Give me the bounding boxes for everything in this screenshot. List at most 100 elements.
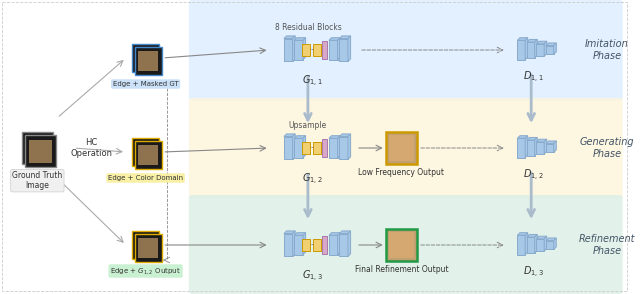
FancyBboxPatch shape [189, 98, 623, 199]
Polygon shape [284, 36, 295, 39]
FancyBboxPatch shape [138, 238, 158, 258]
FancyBboxPatch shape [314, 44, 321, 56]
Polygon shape [294, 136, 305, 138]
Text: HC
Operation: HC Operation [70, 138, 113, 158]
Polygon shape [544, 236, 547, 251]
Polygon shape [554, 141, 556, 152]
FancyBboxPatch shape [302, 239, 310, 251]
Polygon shape [536, 139, 547, 142]
Text: Ground Truth
Image: Ground Truth Image [12, 171, 63, 191]
FancyBboxPatch shape [386, 132, 417, 164]
Polygon shape [339, 36, 351, 39]
Polygon shape [292, 134, 295, 159]
Polygon shape [546, 141, 556, 143]
Polygon shape [329, 40, 338, 60]
FancyBboxPatch shape [386, 229, 417, 261]
Polygon shape [534, 234, 537, 253]
FancyBboxPatch shape [132, 231, 159, 259]
Text: Final Refinement Output: Final Refinement Output [355, 265, 448, 274]
Polygon shape [284, 233, 292, 256]
Polygon shape [329, 136, 340, 138]
Polygon shape [329, 235, 338, 255]
Polygon shape [338, 38, 340, 60]
FancyBboxPatch shape [25, 136, 56, 167]
Polygon shape [527, 140, 534, 156]
Text: Upsample: Upsample [289, 121, 327, 129]
Polygon shape [303, 233, 305, 255]
FancyBboxPatch shape [132, 138, 159, 166]
Polygon shape [525, 136, 528, 158]
Polygon shape [517, 233, 528, 235]
FancyBboxPatch shape [138, 51, 158, 71]
Text: $G_{1,3}$: $G_{1,3}$ [302, 269, 323, 284]
Polygon shape [527, 237, 534, 253]
Polygon shape [544, 41, 547, 56]
Polygon shape [534, 137, 537, 156]
Text: $G_{1,1}$: $G_{1,1}$ [302, 74, 323, 89]
Text: $G_{1,2}$: $G_{1,2}$ [302, 172, 323, 187]
Polygon shape [284, 231, 295, 233]
FancyBboxPatch shape [26, 136, 49, 160]
FancyBboxPatch shape [302, 44, 310, 56]
Polygon shape [294, 38, 305, 40]
FancyBboxPatch shape [388, 232, 414, 258]
Text: Refinement
Phase: Refinement Phase [579, 234, 635, 256]
Text: Edge + Color Domain: Edge + Color Domain [108, 175, 183, 181]
FancyBboxPatch shape [29, 140, 52, 163]
Polygon shape [527, 42, 534, 58]
FancyBboxPatch shape [322, 236, 327, 254]
Polygon shape [329, 38, 340, 40]
Polygon shape [536, 236, 547, 239]
Polygon shape [527, 234, 537, 237]
FancyBboxPatch shape [314, 142, 321, 154]
Polygon shape [294, 235, 303, 255]
FancyBboxPatch shape [302, 142, 310, 154]
Polygon shape [329, 233, 340, 235]
Polygon shape [536, 41, 547, 44]
Polygon shape [527, 39, 537, 42]
Polygon shape [339, 231, 351, 233]
Text: Generating
Phase: Generating Phase [580, 137, 634, 159]
Polygon shape [546, 240, 554, 249]
Polygon shape [525, 38, 528, 60]
Text: $D_{1,3}$: $D_{1,3}$ [523, 265, 544, 280]
FancyBboxPatch shape [189, 0, 623, 101]
FancyBboxPatch shape [135, 141, 162, 168]
Text: $D_{1,2}$: $D_{1,2}$ [523, 168, 543, 183]
Polygon shape [554, 43, 556, 54]
Polygon shape [517, 136, 528, 138]
Polygon shape [303, 136, 305, 158]
Text: Edge + $G_{1,2}$ Output: Edge + $G_{1,2}$ Output [110, 266, 181, 276]
Polygon shape [546, 46, 554, 54]
Polygon shape [517, 138, 525, 158]
Text: -: - [310, 240, 313, 250]
Polygon shape [294, 40, 303, 60]
Text: -: - [310, 143, 313, 153]
Text: Imitation
Phase: Imitation Phase [585, 39, 629, 61]
Polygon shape [544, 139, 547, 154]
Polygon shape [348, 231, 351, 256]
Polygon shape [339, 39, 348, 61]
FancyBboxPatch shape [22, 132, 53, 164]
Polygon shape [536, 44, 544, 56]
Polygon shape [534, 39, 537, 58]
FancyBboxPatch shape [322, 139, 327, 157]
Polygon shape [292, 231, 295, 256]
Polygon shape [339, 233, 348, 256]
Polygon shape [294, 138, 303, 158]
Polygon shape [546, 43, 556, 46]
FancyBboxPatch shape [138, 145, 158, 165]
Polygon shape [517, 38, 528, 40]
Polygon shape [536, 239, 544, 251]
FancyBboxPatch shape [189, 195, 623, 294]
FancyBboxPatch shape [136, 235, 156, 255]
Polygon shape [303, 38, 305, 60]
Polygon shape [292, 36, 295, 61]
Polygon shape [339, 136, 348, 159]
FancyBboxPatch shape [136, 48, 156, 68]
Text: 8 Residual Blocks: 8 Residual Blocks [275, 23, 341, 31]
Polygon shape [284, 136, 292, 159]
Text: $D_{1,1}$: $D_{1,1}$ [523, 70, 543, 85]
Text: -: - [310, 46, 313, 54]
FancyBboxPatch shape [322, 41, 327, 59]
